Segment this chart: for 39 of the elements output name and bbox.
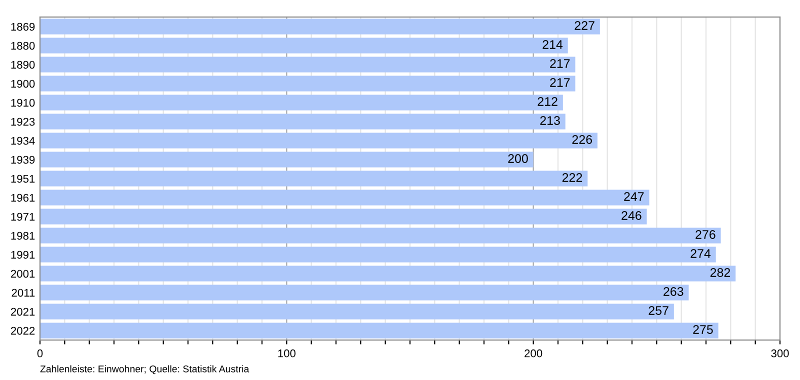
data-label: 247 xyxy=(624,192,644,201)
data-label: 257 xyxy=(648,306,668,315)
data-label: 274 xyxy=(690,249,711,258)
data-label: 263 xyxy=(664,287,684,296)
data-label: 226 xyxy=(572,135,592,144)
data-label: 217 xyxy=(550,78,570,87)
data-label: 246 xyxy=(622,211,642,220)
x-tick-label: 100 xyxy=(278,349,296,358)
y-tick-label: 1880 xyxy=(11,42,35,50)
x-tick-label: 200 xyxy=(524,349,542,358)
y-tick-label: 1971 xyxy=(11,212,35,221)
y-tick-label: 1951 xyxy=(11,174,35,183)
data-label: 276 xyxy=(696,230,716,239)
y-tick-label: 1900 xyxy=(11,80,35,88)
data-label: 227 xyxy=(574,21,594,30)
x-tick-label: 300 xyxy=(771,349,789,358)
y-tick-label: 1869 xyxy=(11,22,35,31)
text: Zahlenleiste: Einwohner; Quelle: Statistik Austria xyxy=(40,365,250,374)
data-label: 214 xyxy=(542,40,563,49)
y-tick-label: 1991 xyxy=(11,250,35,259)
y-tick-label: 1981 xyxy=(11,232,35,240)
data-label: 212 xyxy=(538,97,558,106)
y-tick-label: 1934 xyxy=(11,136,35,145)
data-label: 222 xyxy=(562,173,582,182)
y-tick-label: 1961 xyxy=(11,194,35,202)
x-tick-label: 0 xyxy=(37,349,43,358)
data-label: 213 xyxy=(540,116,560,125)
data-label: 282 xyxy=(710,268,730,277)
y-tick-label: 1890 xyxy=(11,60,35,69)
y-tick-label: 2021 xyxy=(10,308,35,316)
data-label: 200 xyxy=(508,154,528,163)
y-tick-label: 1939 xyxy=(11,156,35,164)
y-tick-label: 2022 xyxy=(10,326,35,335)
y-tick-label: 2011 xyxy=(12,288,35,297)
data-label: 275 xyxy=(693,325,713,334)
data-label: 217 xyxy=(550,59,570,68)
y-tick-label: 2001 xyxy=(10,270,35,278)
y-tick-label: 1910 xyxy=(11,98,35,107)
y-tick-label: 1923 xyxy=(11,118,35,126)
